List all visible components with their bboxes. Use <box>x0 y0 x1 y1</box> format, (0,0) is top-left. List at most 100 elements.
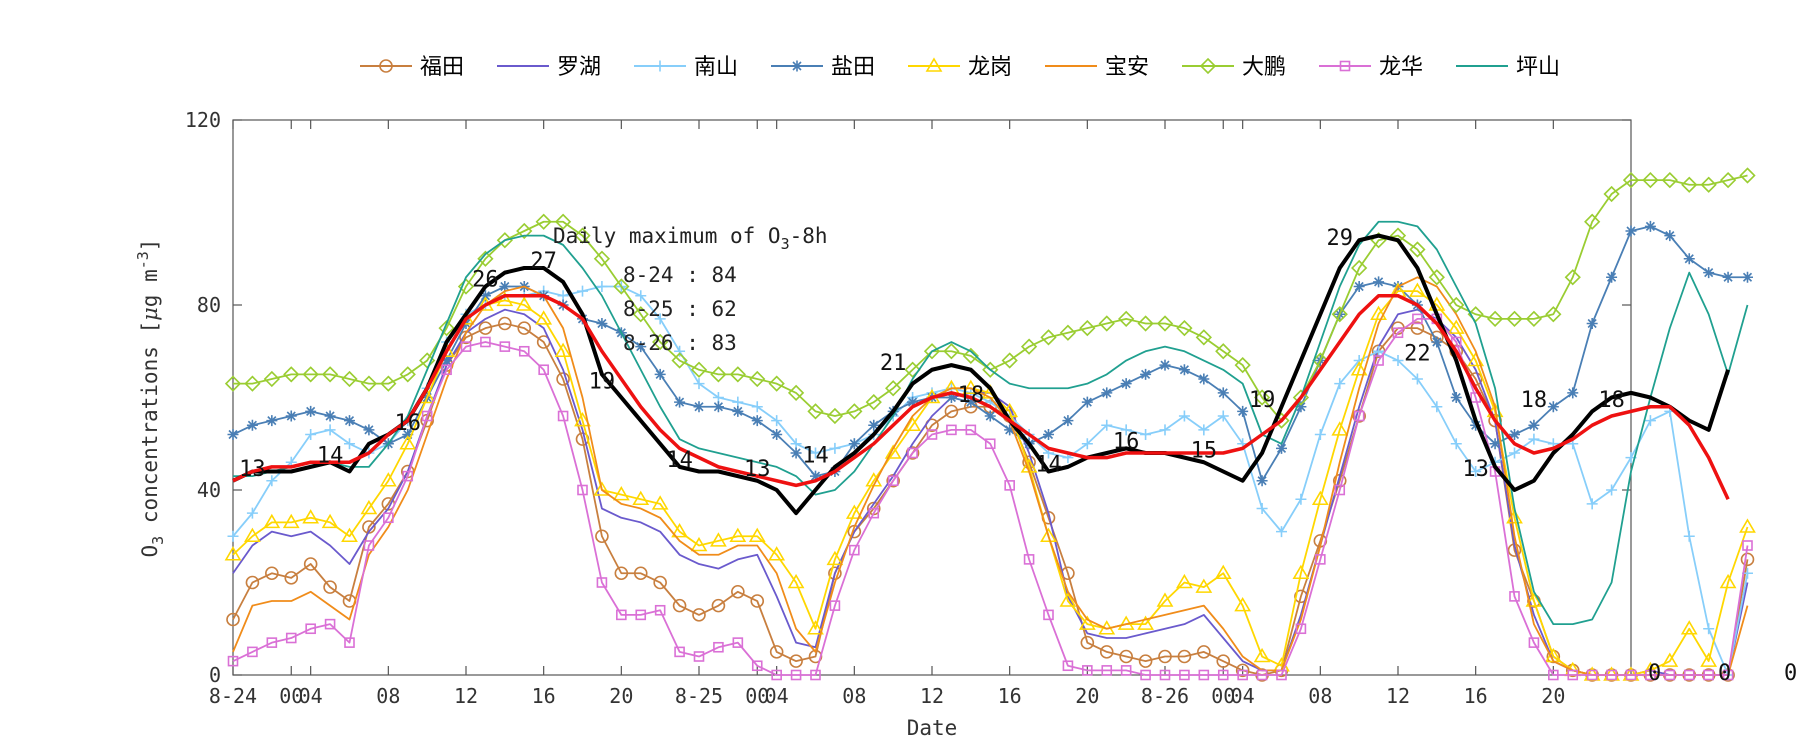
y-tick-label: 0 <box>209 663 221 687</box>
x-tick-label: 00 <box>1211 684 1235 708</box>
data-point <box>1081 438 1093 450</box>
data-point <box>693 651 705 662</box>
data-point <box>227 530 239 542</box>
data-point <box>595 529 609 544</box>
data-point <box>1450 438 1462 450</box>
data-point <box>1703 623 1715 635</box>
data-point <box>1680 620 1698 635</box>
data-point <box>1528 433 1540 445</box>
data-point <box>1567 669 1579 681</box>
data-point <box>732 405 744 417</box>
data-point <box>965 424 977 436</box>
data-point <box>554 213 572 230</box>
data-point <box>1140 368 1152 380</box>
x-tick-label: 8-25 <box>675 684 723 708</box>
data-point <box>1001 352 1018 369</box>
data-point <box>904 416 921 432</box>
peak-labels: 13 14 16 26 27 19 14 13 14 21 18 14 16 15 19 29 22 13 18 18 <box>239 226 1625 482</box>
data-point <box>904 361 921 378</box>
data-point <box>1120 378 1132 390</box>
data-point <box>1331 306 1348 323</box>
data-point <box>1703 669 1714 681</box>
legend-marker <box>379 59 393 73</box>
data-point <box>690 536 708 552</box>
series-line <box>233 220 1749 626</box>
peak-label: 18 <box>1521 388 1548 413</box>
data-point <box>380 375 397 392</box>
data-point <box>1295 493 1307 505</box>
data-point <box>1622 171 1640 189</box>
data-point <box>1742 540 1753 551</box>
data-point <box>1176 573 1193 589</box>
data-point <box>1043 609 1054 621</box>
data-point <box>1683 669 1695 681</box>
data-point <box>1179 669 1190 681</box>
data-point <box>574 412 591 427</box>
data-point <box>654 368 666 380</box>
data-point <box>1311 490 1329 506</box>
data-point <box>1178 410 1190 422</box>
data-point <box>227 655 239 667</box>
data-point <box>1353 410 1365 422</box>
data-point <box>692 608 706 622</box>
data-point <box>729 366 746 383</box>
data-point <box>1719 171 1737 189</box>
data-point <box>632 490 650 506</box>
peak-label: 27 <box>530 249 557 274</box>
data-point <box>1431 401 1443 413</box>
data-point <box>402 470 414 482</box>
data-point <box>671 523 688 538</box>
data-point <box>768 546 786 561</box>
data-point <box>828 566 842 581</box>
data-point <box>1683 530 1695 542</box>
data-point <box>1409 282 1426 297</box>
series-line <box>233 174 1748 422</box>
legend: 福田 罗湖 南山 盐田 龙岗 宝安 大鹏 龙华 坪山 <box>360 55 1560 80</box>
data-point <box>1740 552 1755 567</box>
data-point <box>710 366 727 383</box>
data-point <box>710 532 727 547</box>
data-point <box>1256 503 1268 514</box>
y-axis-label: O3 concentrations [μg m-3] <box>134 239 167 558</box>
data-point <box>496 232 513 249</box>
y-tick-label: 80 <box>197 293 221 317</box>
data-point <box>324 424 336 436</box>
data-point <box>613 278 630 295</box>
data-point <box>1742 271 1753 283</box>
legend-label: 南山 <box>694 55 738 80</box>
data-point <box>810 669 821 681</box>
data-point <box>499 281 511 292</box>
data-point <box>1314 429 1326 440</box>
data-point <box>1001 402 1019 418</box>
data-point <box>1625 225 1637 237</box>
x-tick-label: 12 <box>454 684 478 708</box>
data-point <box>1525 310 1543 328</box>
data-point <box>1606 271 1618 283</box>
data-point <box>1234 597 1252 612</box>
data-point <box>671 352 688 369</box>
data-point <box>1373 345 1385 357</box>
data-point <box>848 438 860 450</box>
data-point <box>457 278 475 295</box>
data-point <box>1138 654 1153 668</box>
data-point <box>399 435 417 450</box>
data-point <box>1370 305 1387 321</box>
data-point <box>787 573 805 589</box>
x-tick-label: 04 <box>299 684 323 708</box>
data-point <box>769 645 784 659</box>
data-point <box>807 403 824 420</box>
peak-label: 14 <box>666 448 693 473</box>
data-point <box>1276 669 1287 681</box>
data-point <box>1276 526 1287 538</box>
data-point <box>1159 669 1171 681</box>
data-point <box>596 281 608 292</box>
series-坪山 <box>233 220 1749 626</box>
data-point <box>653 575 667 590</box>
data-point <box>829 442 841 454</box>
data-point <box>1450 392 1462 403</box>
legend-label: 大鹏 <box>1242 55 1286 80</box>
data-point <box>593 481 611 496</box>
data-point <box>1683 253 1695 265</box>
series-line <box>232 317 1749 676</box>
